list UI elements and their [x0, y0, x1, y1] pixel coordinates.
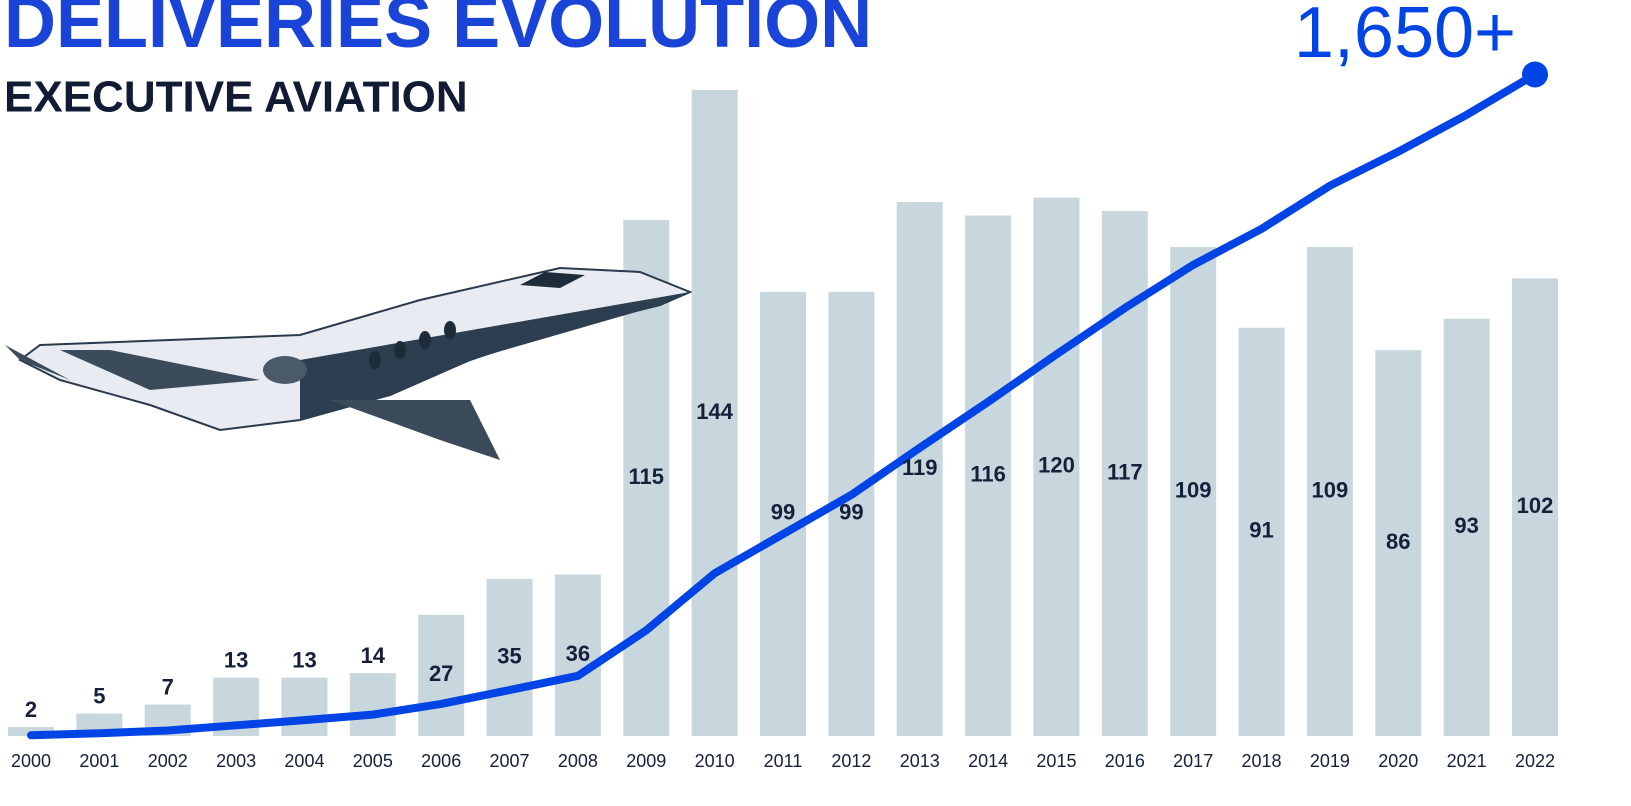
value-label: 2 — [25, 697, 37, 722]
value-label: 115 — [629, 464, 665, 489]
x-tick-label: 2006 — [421, 751, 461, 771]
bars — [8, 89, 1558, 737]
bar — [1443, 318, 1490, 736]
x-tick-label: 2013 — [900, 751, 940, 771]
x-tick-label: 2012 — [831, 751, 871, 771]
value-label: 13 — [224, 647, 248, 672]
x-tick-label: 2021 — [1447, 751, 1487, 771]
x-tick-label: 2001 — [79, 751, 119, 771]
value-label: 5 — [93, 683, 105, 708]
x-tick-label: 2014 — [968, 751, 1008, 771]
bar — [896, 202, 943, 736]
x-tick-label: 2019 — [1310, 751, 1350, 771]
bar — [1170, 246, 1217, 736]
value-label: 99 — [771, 500, 795, 525]
x-tick-label: 2015 — [1036, 751, 1076, 771]
value-label: 99 — [839, 500, 863, 525]
bar — [1375, 350, 1422, 736]
bar — [554, 574, 601, 736]
bar — [486, 578, 533, 736]
bar — [349, 673, 396, 736]
value-label: 119 — [902, 455, 938, 480]
x-tick-label: 2011 — [764, 751, 803, 771]
value-label: 91 — [1249, 518, 1273, 543]
x-tick-label: 2004 — [284, 751, 324, 771]
value-label: 109 — [1312, 477, 1349, 502]
line — [27, 70, 1539, 740]
value-label: 116 — [970, 462, 1006, 487]
bar — [828, 291, 875, 736]
bar — [281, 677, 328, 736]
x-tick-label: 2007 — [490, 751, 530, 771]
value-label: 27 — [429, 661, 453, 686]
value-label: 117 — [1107, 459, 1143, 484]
bar — [760, 291, 806, 736]
value-label: 144 — [696, 399, 733, 424]
x-tick-label: 2005 — [353, 751, 393, 771]
x-tick-label: 2009 — [626, 751, 666, 771]
line-end-dot — [1522, 61, 1548, 88]
x-tick-label: 2008 — [558, 751, 598, 771]
bar — [691, 89, 738, 737]
value-label: 86 — [1386, 529, 1410, 554]
bar — [965, 215, 1012, 737]
x-tick-label: 2022 — [1515, 751, 1555, 771]
bar — [418, 614, 465, 736]
value-label: 36 — [566, 641, 590, 666]
bar — [1238, 327, 1285, 736]
value-label: 102 — [1517, 493, 1554, 518]
value-label: 7 — [162, 674, 174, 699]
x-tick-label: 2002 — [148, 751, 188, 771]
value-label: 35 — [497, 643, 521, 668]
plane-illustration — [5, 266, 693, 460]
annotation: 1,650+ — [1294, 0, 1516, 73]
x-tick-label: 2010 — [695, 751, 735, 771]
value-label: 14 — [361, 643, 386, 668]
value-label: 93 — [1454, 513, 1478, 538]
value-label: 109 — [1175, 477, 1212, 502]
bar — [1033, 197, 1080, 737]
value-label: 13 — [292, 647, 316, 672]
x-tick-label: 2016 — [1105, 751, 1145, 771]
x-tick-label: 2003 — [216, 751, 256, 771]
bar — [1306, 246, 1353, 736]
x-tick-label: 2018 — [1242, 751, 1282, 771]
value-labels: 2 5 7 13 13 14 27 35 36 115 144 99 99 119 116 120 117 109… — [25, 399, 1553, 722]
chart-subtitle: EXECUTIVE AVIATION — [4, 73, 468, 122]
x-tick-label: 2017 — [1173, 751, 1213, 771]
chart-title: DELIVERIES EVOLUTION — [4, 0, 872, 63]
x-tick-label: 2020 — [1378, 751, 1418, 771]
value-label: 120 — [1038, 453, 1075, 478]
bar — [1512, 278, 1558, 736]
x-tick-label: 2000 — [11, 751, 51, 771]
